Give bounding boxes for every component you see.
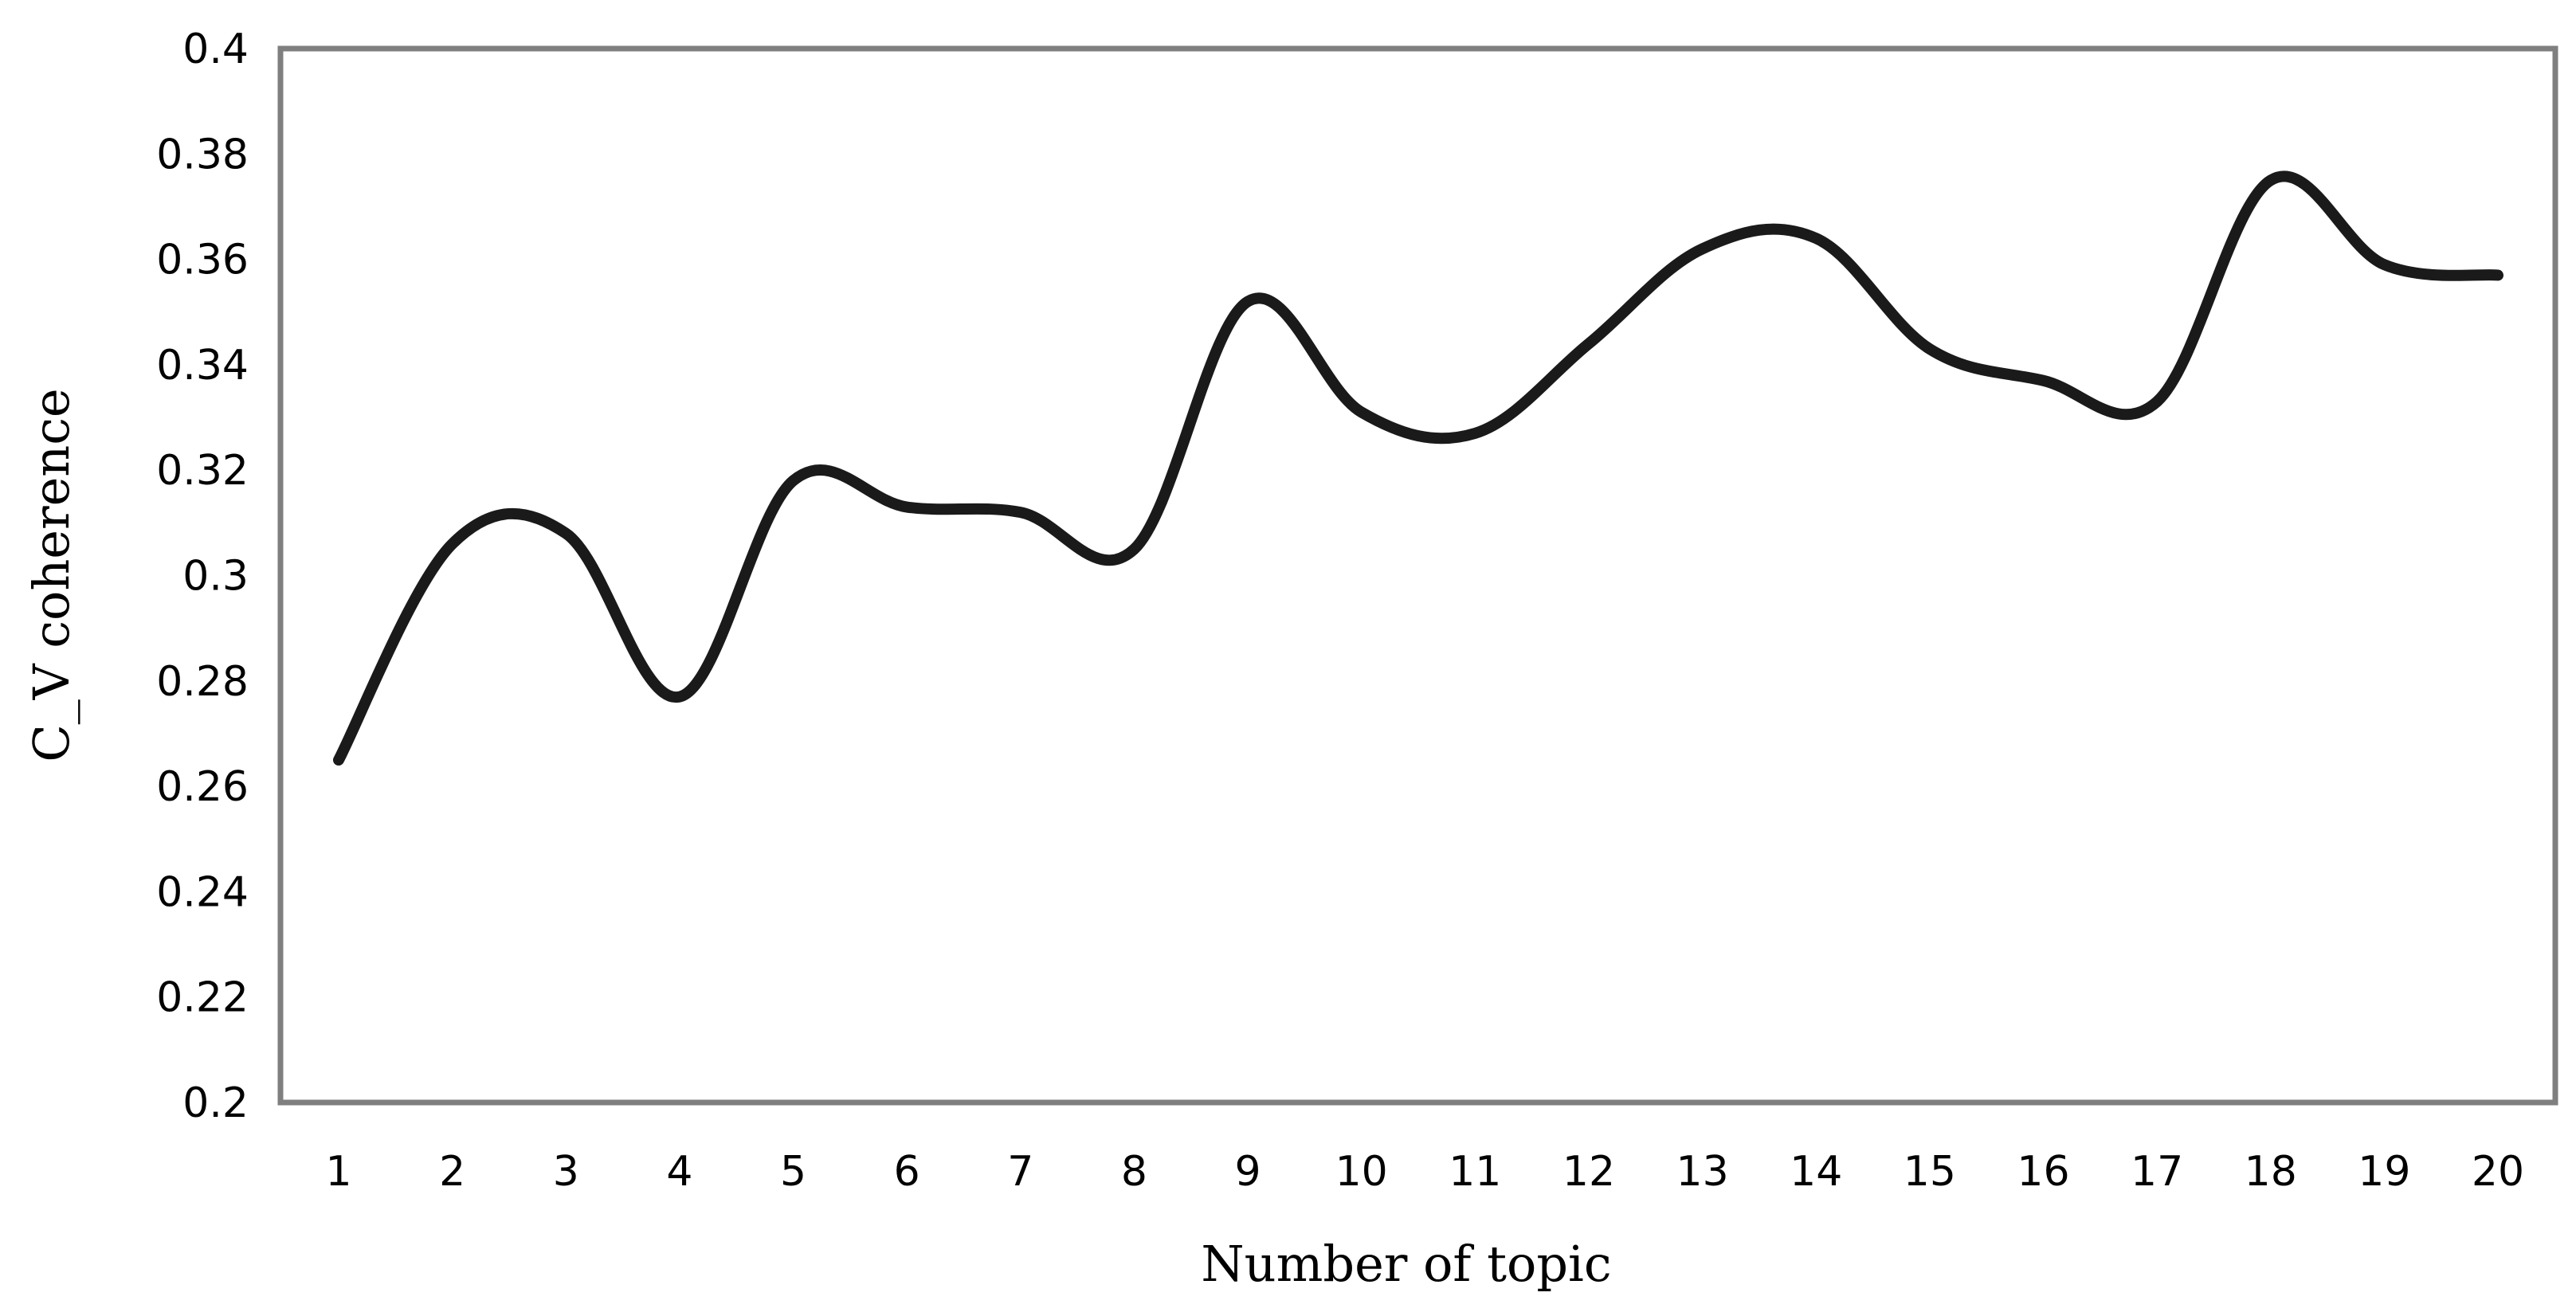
y-tick-label: 0.4 [182,25,249,73]
x-tick-label: 17 [2131,1148,2183,1196]
y-tick-label: 0.24 [156,868,249,916]
y-axis-ticks: 0.2 0.22 0.24 0.26 0.28 0.3 0.32 0.34 0.36 0.38 0.… [156,25,249,1127]
x-axis-ticks: 1 2 3 4 5 6 7 8 9 10 11 12 13 14 15 16 17 18 19 20 [325,1148,2524,1196]
x-tick-label: 7 [1007,1148,1033,1196]
x-tick-label: 4 [666,1148,692,1196]
series-line [333,170,2503,766]
x-tick-label: 10 [1335,1148,1388,1196]
x-tick-label: 3 [553,1148,579,1196]
x-tick-label: 8 [1121,1148,1147,1196]
x-tick-label: 2 [439,1148,465,1196]
x-tick-label: 12 [1562,1148,1615,1196]
x-tick-label: 20 [2472,1148,2524,1196]
y-tick-label: 0.28 [156,658,249,706]
y-tick-label: 0.22 [156,974,249,1022]
y-tick-label: 0.3 [182,553,249,601]
y-tick-label: 0.38 [156,131,249,178]
x-tick-label: 14 [1790,1148,1842,1196]
x-tick-label: 18 [2245,1148,2297,1196]
y-tick-label: 0.34 [156,342,249,390]
x-tick-label: 15 [1904,1148,1956,1196]
x-tick-label: 16 [2017,1148,2069,1196]
y-tick-label: 0.32 [156,447,249,495]
y-tick-label: 0.26 [156,763,249,811]
y-tick-label: 0.36 [156,237,249,284]
x-tick-label: 19 [2358,1148,2410,1196]
x-tick-label: 6 [894,1148,920,1196]
x-tick-label: 9 [1235,1148,1261,1196]
x-axis-title: Number of topic [1201,1235,1611,1293]
plot-frame [277,45,2558,1106]
x-tick-label: 5 [780,1148,806,1196]
x-tick-label: 11 [1449,1148,1501,1196]
x-tick-label: 1 [325,1148,351,1196]
x-tick-label: 13 [1676,1148,1728,1196]
y-tick-label: 0.2 [182,1079,249,1127]
y-axis-title: C_V coherence [22,388,80,762]
